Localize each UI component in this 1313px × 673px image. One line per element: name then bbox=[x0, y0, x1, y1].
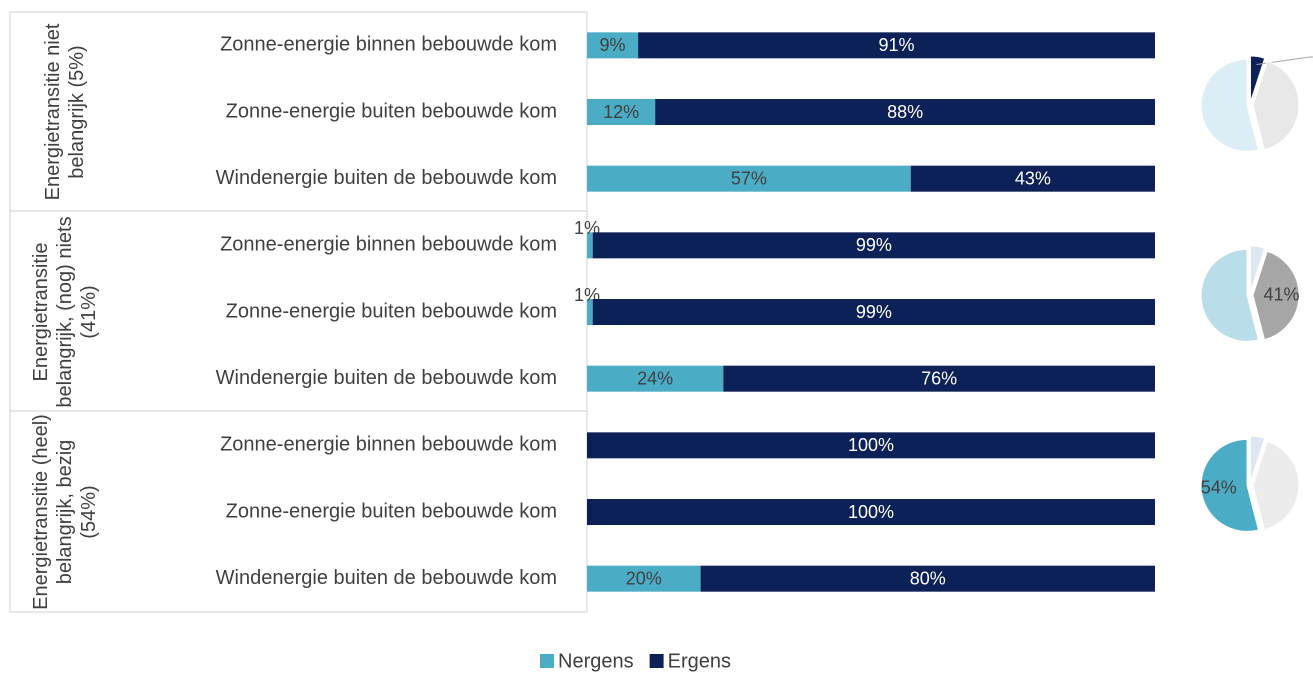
data-label: 24% bbox=[637, 368, 673, 388]
data-label: 57% bbox=[731, 168, 767, 188]
bar-segment bbox=[587, 432, 1155, 459]
bar-segment bbox=[910, 165, 1155, 192]
pie-slice bbox=[1252, 440, 1300, 531]
pie-slice bbox=[1252, 250, 1300, 341]
bar-segment bbox=[592, 232, 1155, 259]
pie-slice bbox=[1249, 245, 1266, 293]
category-label: Windenergie buiten de bebouwde kom bbox=[216, 367, 557, 389]
bar-segment bbox=[638, 32, 1155, 59]
data-label: 76% bbox=[921, 368, 957, 388]
data-label: 9% bbox=[600, 35, 626, 55]
pie-slice bbox=[1200, 58, 1260, 152]
bar-segment bbox=[655, 99, 1155, 126]
bar-segment bbox=[587, 499, 1155, 526]
category-label: Windenergie buiten de bebouwde kom bbox=[216, 167, 557, 189]
pie-label: 41% bbox=[1263, 285, 1299, 305]
bar-segment bbox=[592, 299, 1155, 326]
legend-swatch bbox=[540, 654, 554, 668]
bar-segment bbox=[723, 365, 1155, 392]
data-label: 20% bbox=[626, 568, 662, 588]
pie-slice bbox=[1200, 248, 1260, 342]
bar-segment bbox=[587, 232, 593, 259]
pie-label: 54% bbox=[1201, 478, 1237, 498]
group-label: Energietransitie belangrijk, (nog) niets… bbox=[30, 216, 100, 408]
bar-segment bbox=[587, 165, 911, 192]
data-label: 91% bbox=[879, 35, 915, 55]
data-label: 80% bbox=[910, 568, 946, 588]
bar-segment bbox=[587, 99, 656, 126]
category-label: Zonne-energie buiten bebouwde kom bbox=[226, 100, 557, 122]
legend-swatch bbox=[649, 654, 664, 668]
group-label: Energietransitie (heel) belangrijk, bezi… bbox=[30, 414, 100, 610]
category-label: Zonne-energie buiten bebouwde kom bbox=[226, 300, 557, 322]
bar-segment bbox=[587, 565, 701, 592]
pie-slice bbox=[1200, 438, 1260, 532]
pie-slice bbox=[1249, 435, 1266, 483]
bar-segment bbox=[587, 365, 724, 392]
legend-label: Ergens bbox=[668, 650, 731, 672]
bar-segment bbox=[700, 565, 1155, 592]
data-label: 12% bbox=[603, 102, 639, 122]
pie-slice bbox=[1249, 55, 1266, 103]
category-label: Zonne-energie binnen bebouwde kom bbox=[220, 34, 557, 56]
data-label: 43% bbox=[1015, 168, 1051, 188]
data-label: 100% bbox=[848, 502, 894, 522]
data-label: 99% bbox=[856, 302, 892, 322]
category-label: Windenergie buiten de bebouwde kom bbox=[216, 567, 557, 589]
data-label: 100% bbox=[848, 435, 894, 455]
leader-line bbox=[1256, 56, 1313, 65]
group-label: Energietransitie niet belangrijk (5%) bbox=[42, 23, 88, 201]
bar-segment bbox=[587, 32, 639, 59]
category-label: Zonne-energie buiten bebouwde kom bbox=[226, 500, 557, 522]
bar-segment bbox=[587, 299, 593, 326]
legend-label: Nergens bbox=[558, 650, 634, 672]
category-label: Zonne-energie binnen bebouwde kom bbox=[220, 234, 557, 256]
data-label: 99% bbox=[856, 235, 892, 255]
data-label: 88% bbox=[887, 102, 923, 122]
category-label: Zonne-energie binnen bebouwde kom bbox=[220, 434, 557, 456]
pie-slice bbox=[1252, 60, 1300, 151]
